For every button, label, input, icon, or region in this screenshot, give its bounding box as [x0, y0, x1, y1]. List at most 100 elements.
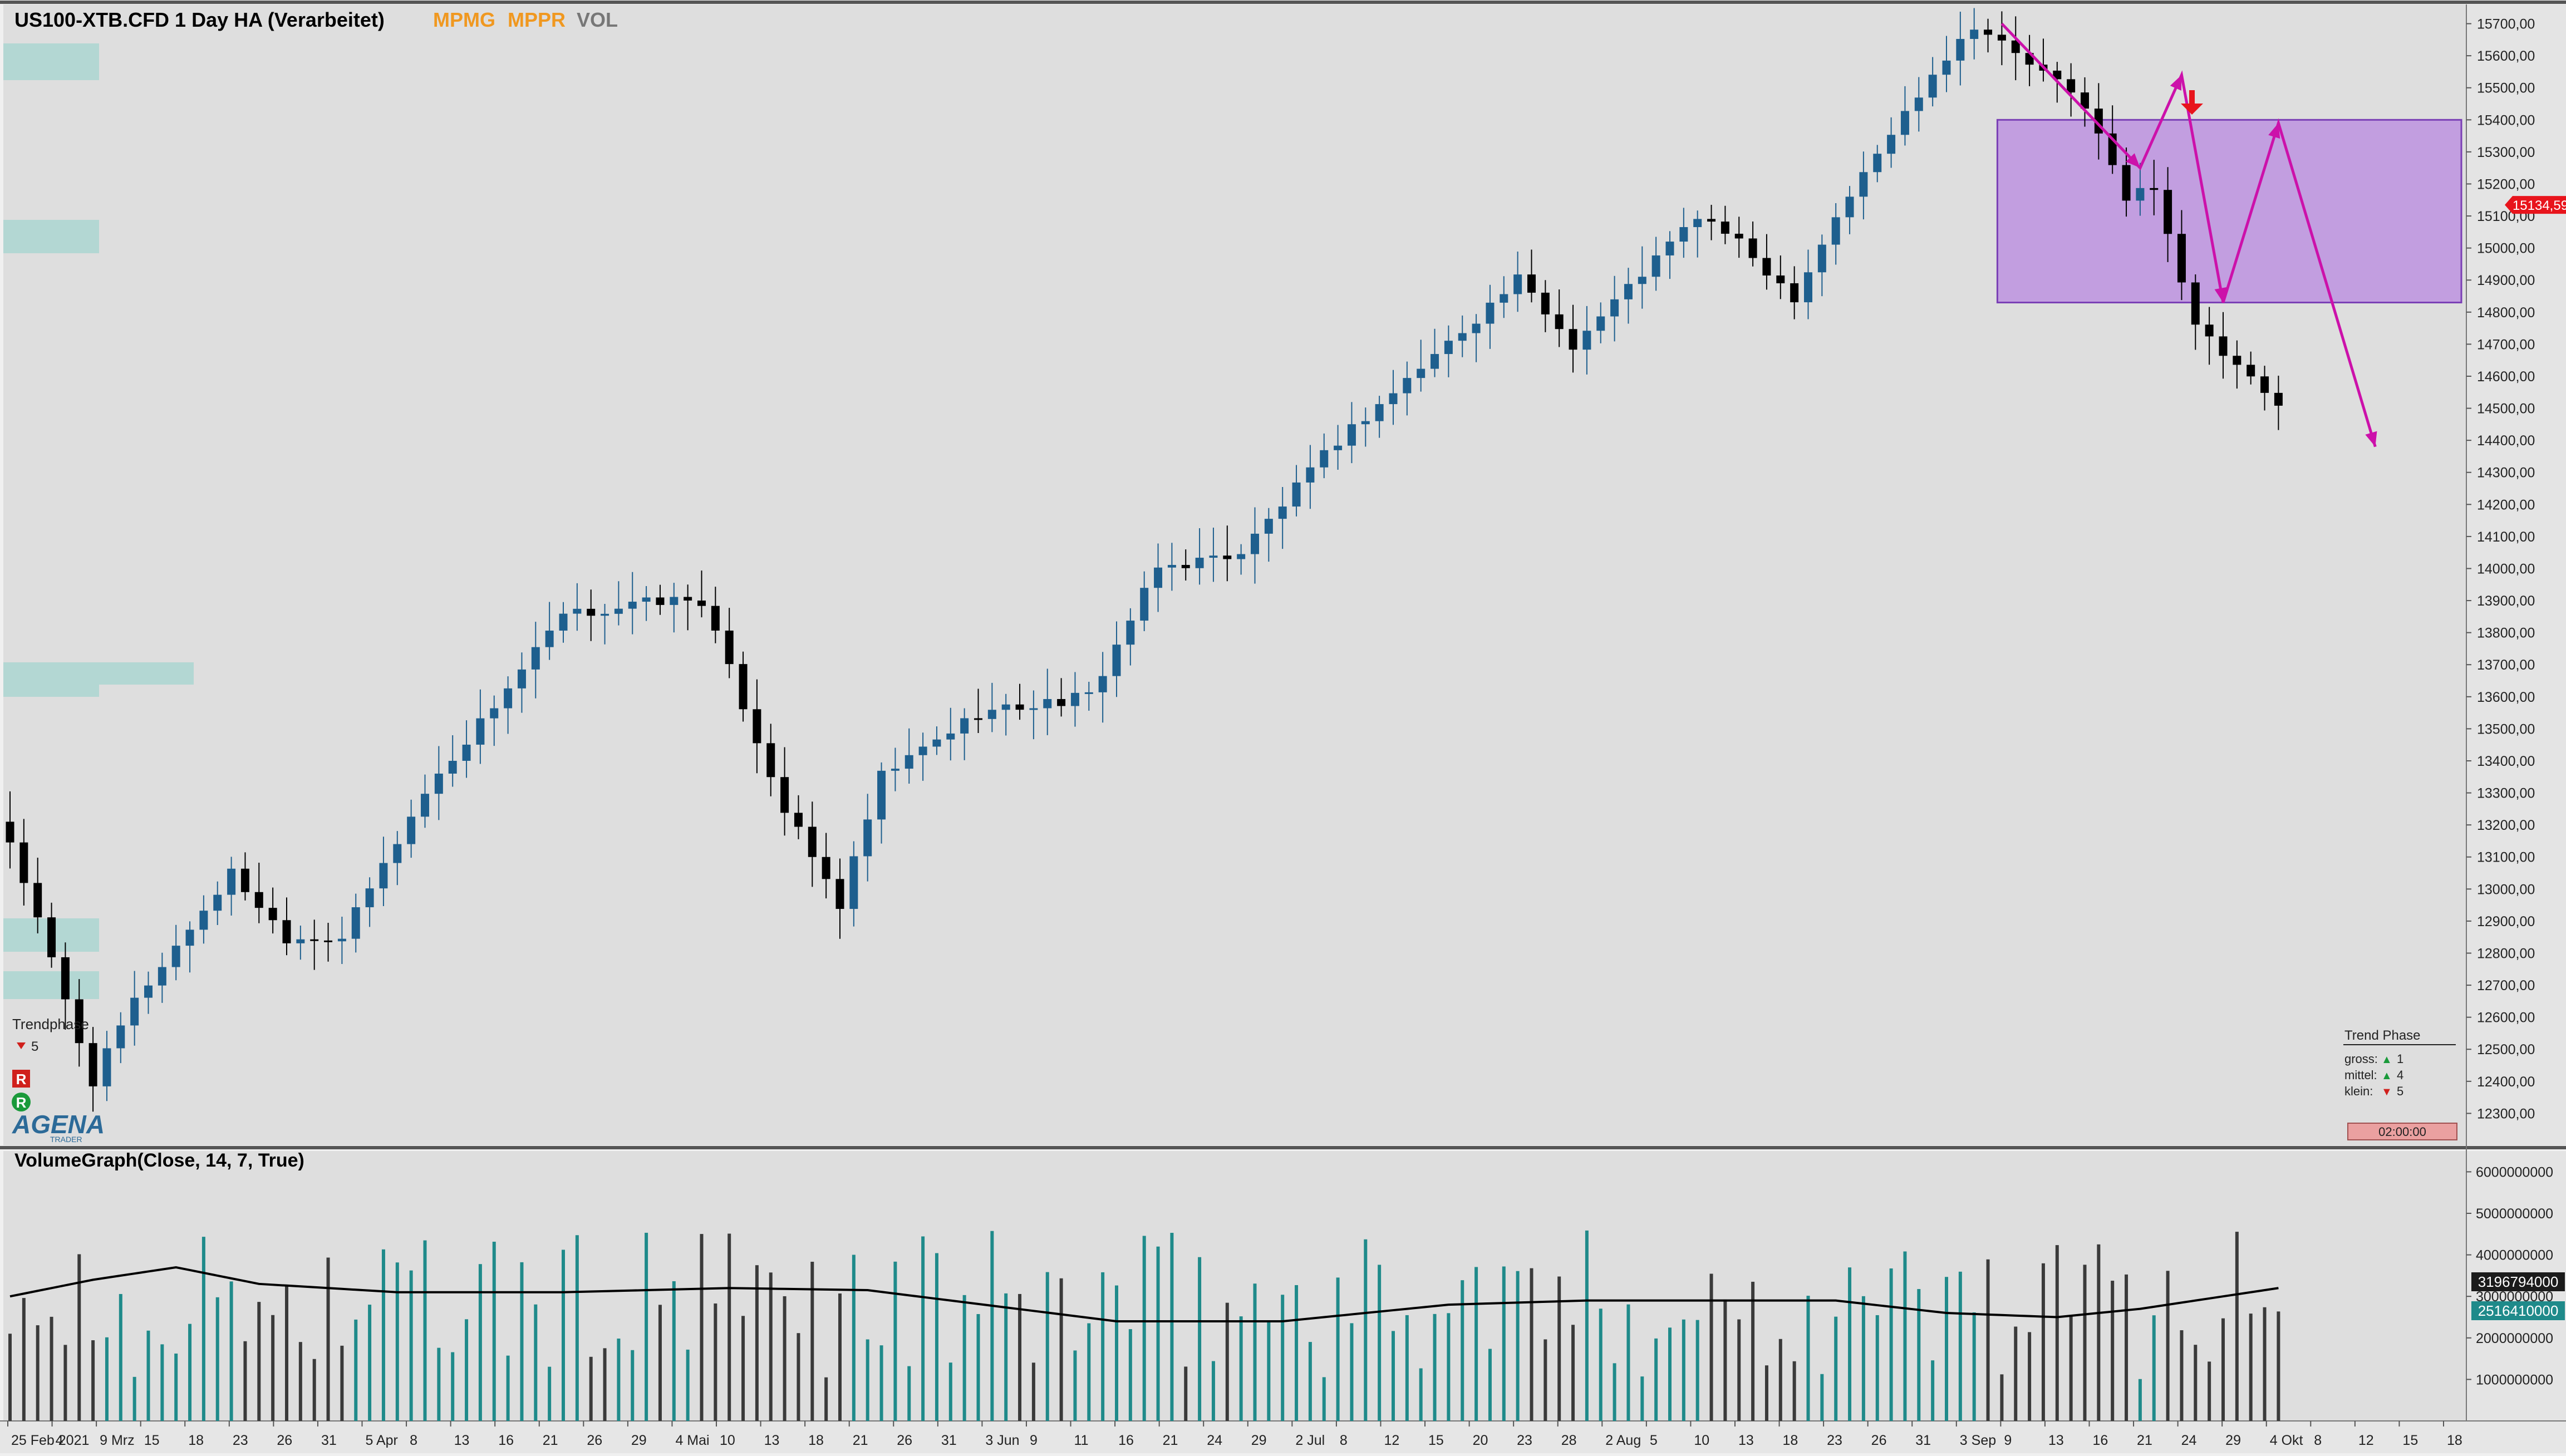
candle[interactable]: [1928, 57, 1937, 107]
candle[interactable]: [1984, 18, 1993, 53]
candle[interactable]: [116, 1012, 125, 1064]
candle[interactable]: [573, 583, 582, 631]
candle[interactable]: [2274, 376, 2283, 430]
candle[interactable]: [1043, 668, 1052, 735]
candle[interactable]: [421, 774, 429, 828]
candle[interactable]: [808, 801, 817, 887]
candle[interactable]: [2122, 147, 2131, 217]
candle[interactable]: [891, 747, 899, 791]
candle[interactable]: [2164, 167, 2172, 262]
candle[interactable]: [1541, 280, 1550, 332]
candle[interactable]: [946, 707, 955, 761]
candle[interactable]: [1721, 205, 1729, 244]
candle[interactable]: [835, 858, 844, 939]
candle[interactable]: [711, 587, 720, 643]
candle[interactable]: [1831, 203, 1840, 265]
candle[interactable]: [1444, 325, 1453, 377]
candle[interactable]: [1734, 217, 1743, 258]
candle[interactable]: [1209, 528, 1218, 582]
candle[interactable]: [365, 877, 374, 927]
candle[interactable]: [324, 923, 333, 962]
candle[interactable]: [987, 682, 996, 732]
candle[interactable]: [2136, 163, 2145, 216]
volume-panel-bg[interactable]: [3, 1151, 2466, 1421]
candle[interactable]: [1527, 249, 1536, 303]
candle[interactable]: [697, 570, 706, 618]
candle[interactable]: [1997, 11, 2006, 66]
candle[interactable]: [1486, 284, 1495, 349]
candle[interactable]: [1776, 255, 1785, 299]
candle[interactable]: [670, 583, 679, 633]
candle[interactable]: [1790, 266, 1799, 319]
candle[interactable]: [1084, 681, 1093, 711]
indicator-mppr[interactable]: MPPR: [508, 8, 566, 31]
candle[interactable]: [1001, 693, 1010, 736]
candle[interactable]: [1431, 328, 1439, 377]
candle[interactable]: [1624, 268, 1633, 324]
candle[interactable]: [1334, 425, 1343, 470]
candle[interactable]: [1748, 222, 1757, 267]
candle[interactable]: [628, 572, 637, 634]
candle[interactable]: [75, 979, 83, 1067]
candle[interactable]: [1112, 621, 1121, 697]
candle[interactable]: [1278, 487, 1287, 549]
candle[interactable]: [6, 791, 14, 869]
candle[interactable]: [185, 921, 194, 973]
candle[interactable]: [2191, 274, 2200, 350]
candle[interactable]: [130, 971, 139, 1046]
candle[interactable]: [1513, 252, 1522, 312]
resistance-zone[interactable]: [1996, 119, 2462, 304]
candle[interactable]: [1181, 549, 1190, 581]
candle[interactable]: [379, 837, 388, 906]
candle[interactable]: [199, 895, 208, 944]
candle[interactable]: [794, 795, 803, 839]
candle[interactable]: [1015, 683, 1024, 720]
candle[interactable]: [1029, 690, 1038, 740]
candle[interactable]: [1582, 306, 1591, 375]
candle[interactable]: [1347, 402, 1356, 464]
candle[interactable]: [1887, 117, 1896, 168]
candle[interactable]: [282, 897, 291, 956]
candle[interactable]: [158, 952, 166, 1003]
candle[interactable]: [2150, 160, 2159, 215]
candle[interactable]: [89, 1027, 97, 1112]
candle[interactable]: [2260, 366, 2269, 411]
candle[interactable]: [171, 924, 180, 981]
candle[interactable]: [462, 720, 471, 778]
candle[interactable]: [61, 942, 70, 1030]
candle[interactable]: [1417, 340, 1425, 392]
candle[interactable]: [434, 746, 443, 820]
candle[interactable]: [1251, 507, 1259, 584]
candle[interactable]: [268, 887, 277, 934]
candle[interactable]: [656, 584, 665, 615]
candle[interactable]: [1320, 433, 1329, 479]
candle[interactable]: [240, 852, 249, 901]
candle[interactable]: [19, 819, 28, 906]
candle[interactable]: [739, 651, 748, 722]
indicator-vol[interactable]: VOL: [577, 8, 618, 31]
candle[interactable]: [1693, 210, 1702, 258]
candle[interactable]: [2205, 307, 2214, 365]
candle[interactable]: [227, 857, 236, 916]
candle[interactable]: [2247, 351, 2255, 385]
candle[interactable]: [1956, 12, 1965, 86]
candle[interactable]: [310, 919, 319, 970]
candle[interactable]: [517, 652, 526, 713]
candle[interactable]: [753, 679, 761, 774]
candle[interactable]: [642, 586, 651, 621]
candle[interactable]: [1569, 304, 1577, 373]
candle[interactable]: [1458, 315, 1467, 357]
candle[interactable]: [1154, 543, 1163, 612]
candle[interactable]: [1804, 249, 1812, 319]
candle[interactable]: [213, 881, 222, 925]
candle[interactable]: [1140, 571, 1149, 631]
candles[interactable]: [6, 8, 2283, 1112]
candle[interactable]: [2233, 340, 2241, 389]
candle[interactable]: [1375, 396, 1384, 438]
candle[interactable]: [1070, 672, 1079, 727]
candle[interactable]: [587, 589, 596, 641]
candle[interactable]: [1292, 465, 1301, 517]
candle[interactable]: [296, 926, 305, 960]
candle[interactable]: [1845, 186, 1854, 234]
candle[interactable]: [490, 695, 499, 746]
